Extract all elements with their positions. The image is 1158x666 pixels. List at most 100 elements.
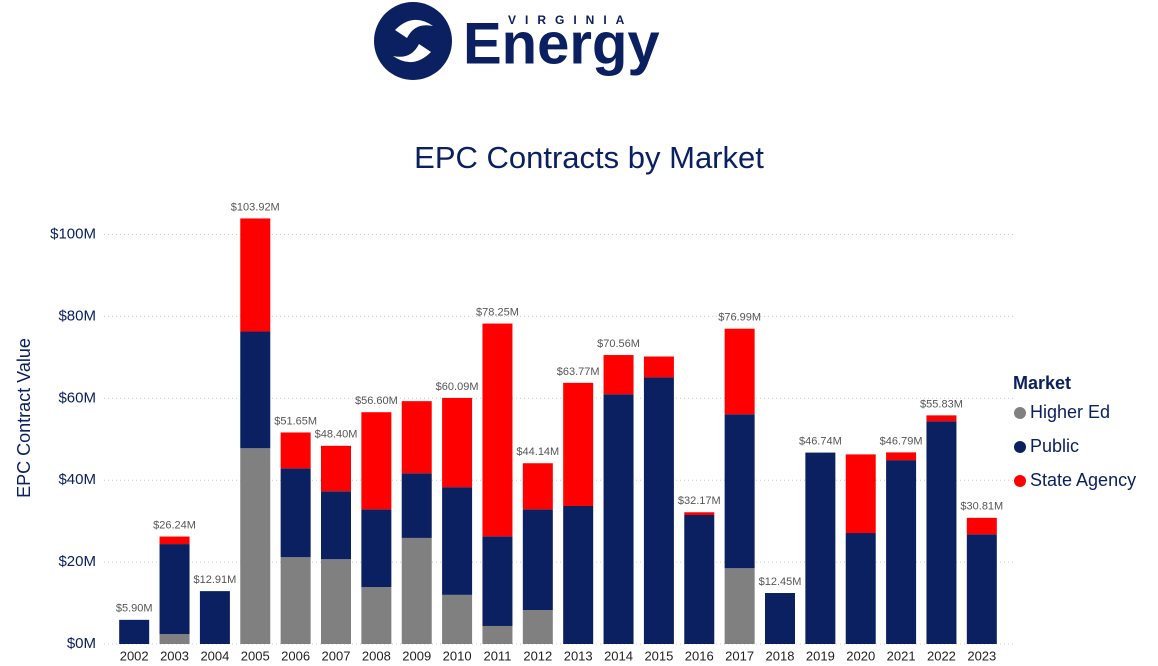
bar-segment (522, 509, 553, 611)
total-label: $56.60M (355, 395, 398, 407)
y-tick-label: $0M (67, 635, 96, 652)
total-label: $5.90M (116, 603, 153, 615)
x-tick-label: 2018 (766, 648, 795, 663)
total-label: $12.91M (194, 574, 237, 586)
total-label: $44.14M (516, 446, 559, 458)
bar-segment (765, 593, 795, 644)
legend-marker (1014, 441, 1026, 453)
logo: VIRGINIA Energy (374, 2, 660, 80)
total-label: $46.79M (880, 435, 923, 447)
bar-segment (643, 377, 674, 644)
x-tick-label: 2023 (967, 648, 996, 663)
bar-segment (724, 568, 755, 644)
bar-segment (684, 515, 715, 644)
logo-main: Energy (463, 11, 660, 76)
x-tick-label: 2015 (644, 648, 673, 663)
logo-swirl (393, 19, 433, 63)
legend-label: State Agency (1030, 470, 1136, 490)
x-tick-label: 2011 (483, 648, 511, 663)
bar-segment (240, 218, 271, 332)
bar-segment (522, 463, 553, 510)
x-tick-label: 2010 (443, 648, 472, 663)
bar-segment (886, 452, 917, 461)
bar-segment (926, 421, 957, 644)
bar-segment (805, 452, 836, 644)
total-label: $51.65M (274, 415, 317, 427)
bar-segment (442, 594, 473, 644)
bar-segment (482, 625, 513, 644)
bar-segment (159, 536, 190, 545)
bar-segment (724, 414, 755, 569)
legend-title: Market (1013, 373, 1071, 393)
bar-segment (401, 473, 432, 538)
legend-marker (1014, 475, 1026, 487)
bar-segment (280, 468, 311, 558)
logo-top: VIRGINIA (508, 13, 633, 27)
bar-segment (845, 454, 876, 534)
x-tick-label: 2002 (120, 648, 149, 663)
bar-segment (361, 587, 392, 644)
bar-segment (684, 512, 715, 515)
bar-segment (724, 328, 755, 415)
bar-segment (563, 505, 594, 644)
x-tick-label: 2019 (806, 648, 835, 663)
y-tick-label: $40M (58, 471, 96, 488)
y-tick-label: $80M (58, 307, 96, 324)
x-tick-label: 2016 (685, 648, 714, 663)
total-label: $12.45M (759, 576, 802, 588)
total-label: $46.74M (799, 435, 842, 447)
total-label: $26.24M (153, 519, 196, 531)
total-label: $76.99M (718, 312, 761, 324)
bar-segment (401, 401, 432, 474)
bar-segment (240, 448, 271, 644)
x-tick-label: 2020 (846, 648, 875, 663)
bar-segment (886, 460, 917, 644)
x-tick-label: 2014 (604, 648, 633, 663)
x-tick-label: 2013 (564, 648, 593, 663)
bar-segment (159, 544, 190, 635)
bar-segment (280, 557, 311, 644)
x-tick-label: 2005 (241, 648, 270, 663)
y-tick-label: $60M (58, 389, 96, 406)
x-tick-label: 2008 (362, 648, 391, 663)
x-tick-label: 2012 (523, 648, 552, 663)
y-tick-label: $20M (58, 553, 96, 570)
x-tick-label: 2022 (927, 648, 956, 663)
bar-segment (482, 536, 513, 626)
bar-segment (401, 537, 432, 644)
x-tick-label: 2004 (200, 648, 229, 663)
bar-segment (199, 591, 230, 644)
total-label: $78.25M (476, 306, 519, 318)
bar-segment (603, 394, 634, 644)
total-label: $60.09M (436, 381, 479, 393)
bar-segment (482, 323, 513, 537)
bar-segment (361, 509, 392, 588)
y-axis-label: EPC Contract Value (14, 338, 34, 498)
x-tick-label: 2007 (322, 648, 351, 663)
bar-segment (240, 331, 271, 449)
total-label: $55.83M (920, 398, 963, 410)
bar-segment (522, 610, 553, 644)
logo-icon (374, 2, 452, 80)
bar-segment (966, 534, 997, 644)
total-label: $103.92M (231, 201, 280, 213)
x-tick-label: 2009 (402, 648, 431, 663)
bar-segment (603, 355, 634, 395)
bar-segment (159, 634, 190, 644)
bar-segment (442, 397, 473, 488)
total-label: $30.81M (960, 501, 1003, 513)
x-tick-label: 2021 (887, 648, 916, 663)
bar-segment (321, 559, 351, 644)
legend-marker (1014, 407, 1026, 419)
legend-label: Public (1030, 436, 1079, 456)
bar-segment (280, 432, 311, 469)
x-tick-label: 2003 (160, 648, 189, 663)
bar-segment (119, 619, 150, 644)
total-label: $32.17M (678, 495, 721, 507)
bar-segment (966, 517, 997, 535)
total-label: $63.77M (557, 366, 600, 378)
bar-segment (926, 415, 957, 422)
y-tick-label: $100M (50, 225, 96, 242)
total-label: $48.40M (315, 429, 358, 441)
